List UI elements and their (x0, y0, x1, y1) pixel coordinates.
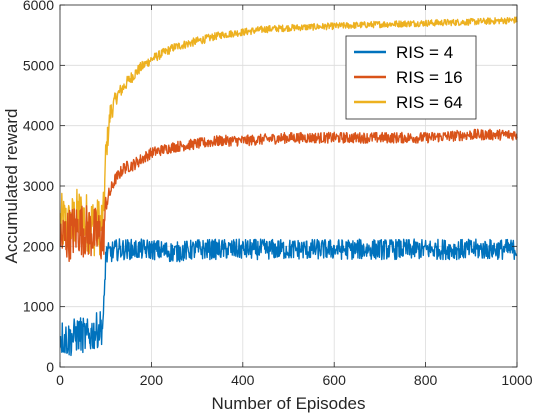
y-tick-label: 4000 (23, 118, 54, 134)
y-axis-label: Accumulated reward (2, 109, 21, 264)
legend: RIS = 4 RIS = 16 RIS = 64 (345, 35, 477, 120)
legend-entry: RIS = 64 (396, 93, 463, 112)
y-tick-label: 1000 (23, 299, 54, 315)
x-tick-label: 600 (323, 372, 347, 388)
ticks: 0 200 400 600 800 1000 0 1000 2000 3000 4000 5000 60… (23, 0, 533, 388)
x-tick-label: 400 (231, 372, 255, 388)
y-tick-label: 6000 (23, 0, 54, 13)
y-tick-label: 2000 (23, 238, 54, 254)
y-tick-label: 5000 (23, 57, 54, 73)
x-tick-label: 800 (414, 372, 438, 388)
legend-entry: RIS = 4 (396, 43, 453, 62)
y-tick-label: 0 (46, 359, 54, 375)
x-tick-label: 200 (140, 372, 164, 388)
x-tick-label: 1000 (501, 372, 532, 388)
series-line (59, 238, 518, 357)
series-line (59, 128, 518, 263)
y-tick-label: 3000 (23, 178, 54, 194)
legend-entry: RIS = 16 (396, 68, 463, 87)
series-layer (59, 16, 518, 357)
series-line (59, 16, 518, 257)
x-axis-label: Number of Episodes (211, 394, 365, 413)
x-tick-label: 0 (56, 372, 64, 388)
